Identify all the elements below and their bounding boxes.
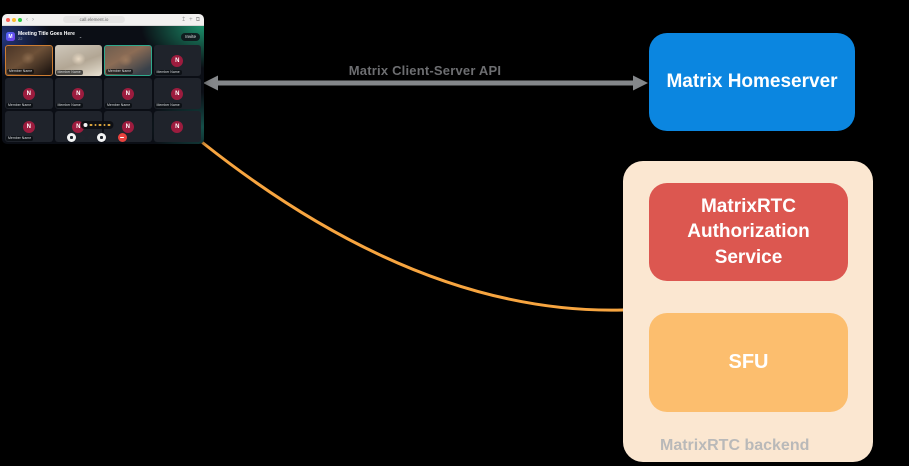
call-header: M Meeting Title Goes Here 22 ⌄ Invite — [2, 26, 204, 47]
tile-name-label: Member Name — [154, 70, 182, 75]
call-view: M Meeting Title Goes Here 22 ⌄ Invite Me… — [2, 26, 204, 144]
url-text: call.element.io — [79, 17, 109, 22]
reaction-icon[interactable] — [89, 123, 93, 127]
tabs-icon[interactable]: ⧉ — [195, 16, 200, 23]
minimize-window-button[interactable] — [12, 17, 16, 22]
settings-button[interactable] — [108, 134, 115, 141]
avatar-tile[interactable]: N Member Name — [54, 78, 102, 109]
arrowhead-right-icon — [633, 75, 648, 91]
avatar-tile[interactable]: N — [153, 111, 201, 142]
tile-name-label: Member Name — [6, 136, 34, 141]
share-icon[interactable]: ↥ — [181, 16, 187, 23]
tile-name-label: Member Name — [106, 69, 134, 74]
video-tile[interactable]: Member Name — [54, 45, 102, 76]
authorization-service-label: MatrixRTC Authorization Service — [687, 195, 810, 268]
invite-button[interactable]: Invite — [181, 32, 200, 41]
avatar: N — [171, 54, 184, 67]
raise-hand-icon[interactable] — [83, 122, 88, 128]
close-window-button[interactable] — [6, 17, 10, 22]
tile-name-label: Member Name — [105, 103, 133, 108]
avatar-tile[interactable]: N Member Name — [153, 78, 201, 109]
tile-name-label: Member Name — [6, 103, 34, 108]
back-icon[interactable]: ‹ — [26, 16, 28, 23]
reaction-icon[interactable] — [107, 123, 111, 127]
zoom-window-button[interactable] — [18, 17, 22, 22]
meeting-title: Meeting Title Goes Here — [18, 30, 75, 37]
reaction-icon[interactable] — [98, 123, 102, 127]
matrix-client-screenshot: ‹ › call.element.io ↥ + ⧉ M Meeting Titl… — [2, 14, 204, 144]
hangup-button[interactable] — [117, 133, 127, 142]
reaction-icon[interactable] — [103, 123, 106, 127]
avatar: N — [22, 120, 35, 133]
tile-name-label: Member Name — [7, 69, 35, 74]
client-server-api-label: Matrix Client-Server API — [348, 63, 502, 78]
avatar-tile[interactable]: N Member Name — [153, 45, 201, 76]
sfu-label: SFU — [728, 351, 769, 373]
tile-name-label: Member Name — [55, 70, 83, 75]
address-bar[interactable]: call.element.io — [63, 16, 126, 23]
avatar: N — [72, 87, 85, 100]
avatar: N — [171, 87, 184, 100]
avatar: N — [121, 120, 134, 133]
homeserver-label: Matrix Homeserver — [666, 71, 838, 92]
avatar-tile[interactable]: N Member Name — [5, 78, 53, 109]
avatar: N — [121, 87, 134, 100]
room-avatar: M — [6, 32, 15, 41]
sfu-box: SFU — [649, 313, 848, 412]
arrowhead-left-icon — [203, 75, 218, 91]
authorization-service-box: MatrixRTC Authorization Service — [649, 183, 848, 281]
tile-name-label: Member Name — [55, 103, 83, 108]
avatar-tile[interactable]: N Member Name — [104, 78, 152, 109]
screenshare-button[interactable] — [78, 134, 85, 141]
avatar: N — [171, 120, 184, 133]
matrix-homeserver-box: Matrix Homeserver — [649, 33, 855, 131]
matrixrtc-backend-container: MatrixRTC Authorization Service SFU Matr… — [623, 161, 873, 462]
avatar: N — [22, 87, 35, 100]
chevron-down-icon[interactable]: ⌄ — [78, 34, 83, 39]
backend-caption: MatrixRTC backend — [660, 437, 810, 454]
video-tile[interactable]: Member Name — [5, 45, 53, 76]
more-options-button[interactable] — [87, 134, 94, 141]
browser-toolbar: ‹ › call.element.io ↥ + ⧉ — [2, 14, 204, 26]
tile-name-label: Member Name — [154, 103, 182, 108]
invite-label: Invite — [185, 34, 196, 39]
video-tile[interactable]: Member Name — [104, 45, 152, 76]
reactions-bar[interactable] — [80, 121, 114, 129]
participant-grid: Member Name Member Name Member Name N Me… — [5, 45, 201, 142]
camera-button[interactable] — [96, 133, 106, 142]
participant-count: 22 — [18, 36, 23, 42]
call-controls — [66, 133, 127, 142]
client-backend-curve — [201, 141, 625, 312]
microphone-button[interactable] — [66, 133, 76, 142]
new-tab-icon[interactable]: + — [189, 16, 193, 23]
forward-icon[interactable]: › — [32, 16, 34, 23]
reaction-icon[interactable] — [94, 123, 97, 127]
avatar-tile[interactable]: N Member Name — [5, 111, 53, 142]
